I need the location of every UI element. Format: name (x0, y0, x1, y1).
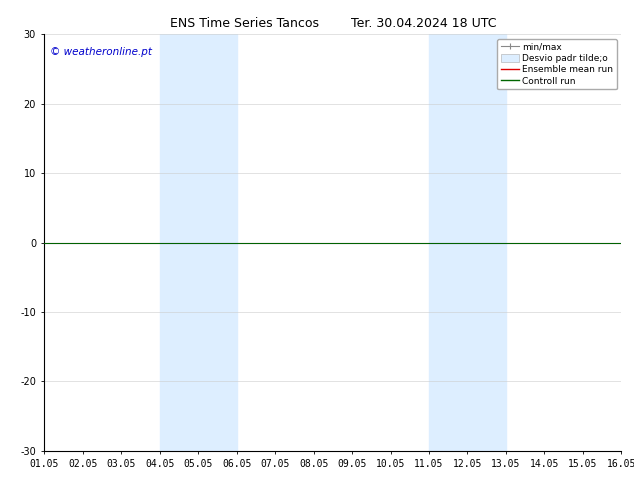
Bar (429, 34, 506, 451)
Text: © weatheronline.pt: © weatheronline.pt (50, 47, 152, 57)
Title: ENS Time Series Tancos        Ter. 30.04.2024 18 UTC: ENS Time Series Tancos Ter. 30.04.2024 1… (170, 17, 496, 30)
Legend: min/max, Desvio padr tilde;o, Ensemble mean run, Controll run: min/max, Desvio padr tilde;o, Ensemble m… (497, 39, 617, 89)
Bar (160, 34, 236, 451)
